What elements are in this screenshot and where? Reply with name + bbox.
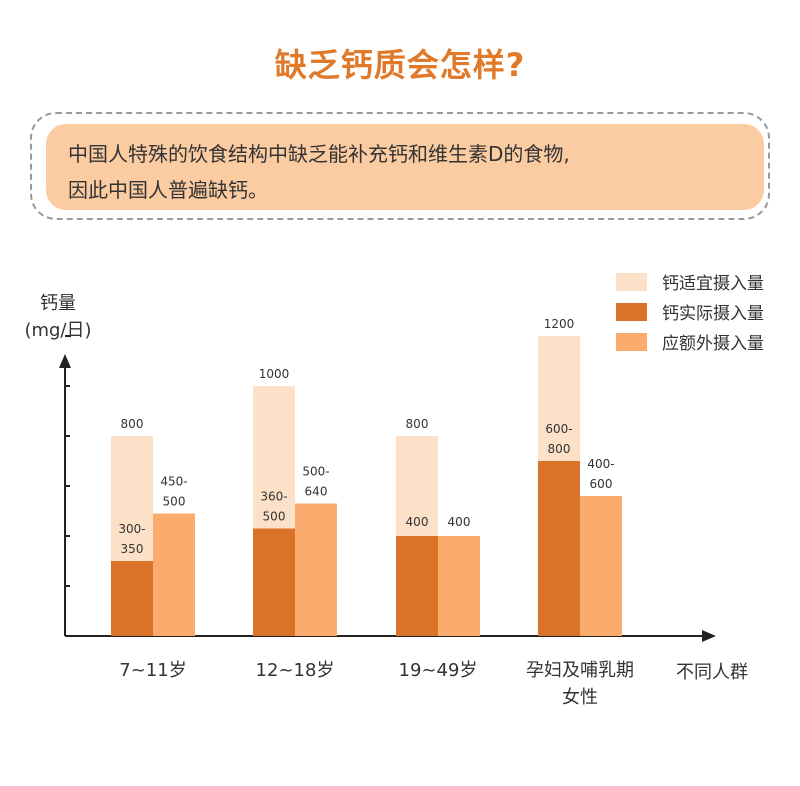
bar-actual [538,461,580,636]
bar-extra [580,496,622,636]
legend-label: 钙适宜摄入量 [662,274,764,294]
label-extra: 400 [448,515,471,529]
callout-body: 中国人特殊的饮食结构中缺乏能补充钙和维生素D的食物, 因此中国人普遍缺钙。 [46,124,764,210]
legend-label: 应额外摄入量 [662,334,764,354]
x-tick-label: 19~49岁 [399,660,478,681]
x-tick-label: 孕妇及哺乳期 [526,660,634,681]
label-actual-line2: 350 [121,542,144,556]
x-axis-label: 不同人群 [676,662,748,683]
label-actual-line2: 500 [263,510,286,524]
label-extra-line2: 500 [163,495,186,509]
legend-swatch [616,303,647,321]
y-axis-unit: (mg/日) [24,320,91,341]
x-tick-label-line2: 女性 [562,687,598,708]
legend-swatch [616,273,647,291]
label-extra-line2: 640 [305,485,328,499]
label-recommended: 1000 [259,367,290,381]
label-extra-line1: 400- [587,457,614,471]
page-title: 缺乏钙质会怎样? [274,46,526,84]
bar-actual [111,561,153,636]
x-tick-label: 12~18岁 [256,660,335,681]
y-axis-arrow [59,354,71,368]
label-recommended: 800 [121,417,144,431]
bar-extra [438,536,480,636]
chart-data-labels: 800 300- 350 450- 500 7~11岁 1000 360- 500 500- 640… [118,317,634,708]
callout-line-2: 因此中国人普遍缺钙。 [68,178,268,202]
label-actual: 400 [406,515,429,529]
label-actual-line2: 800 [548,442,571,456]
label-actual-line1: 360- [260,490,287,504]
info-callout: 中国人特殊的饮食结构中缺乏能补充钙和维生素D的食物, 因此中国人普遍缺钙。 [30,112,770,220]
chart-bars [111,336,622,636]
callout-line-1: 中国人特殊的饮食结构中缺乏能补充钙和维生素D的食物, [68,142,570,166]
bar-extra [295,503,337,636]
legend-label: 钙实际摄入量 [662,304,764,324]
bar-actual [396,536,438,636]
bar-extra [153,513,195,636]
x-tick-label: 7~11岁 [119,660,186,681]
label-actual-line1: 300- [118,522,145,536]
x-axis-arrow [702,630,716,642]
label-extra-line1: 500- [302,465,329,479]
label-recommended: 1200 [544,317,575,331]
legend-swatch [616,333,647,351]
y-axis-label: 钙量 [40,293,76,314]
label-actual-line1: 600- [545,422,572,436]
label-extra-line1: 450- [160,475,187,489]
label-extra-line2: 600 [590,477,613,491]
bar-actual [253,528,295,636]
label-recommended: 800 [406,417,429,431]
